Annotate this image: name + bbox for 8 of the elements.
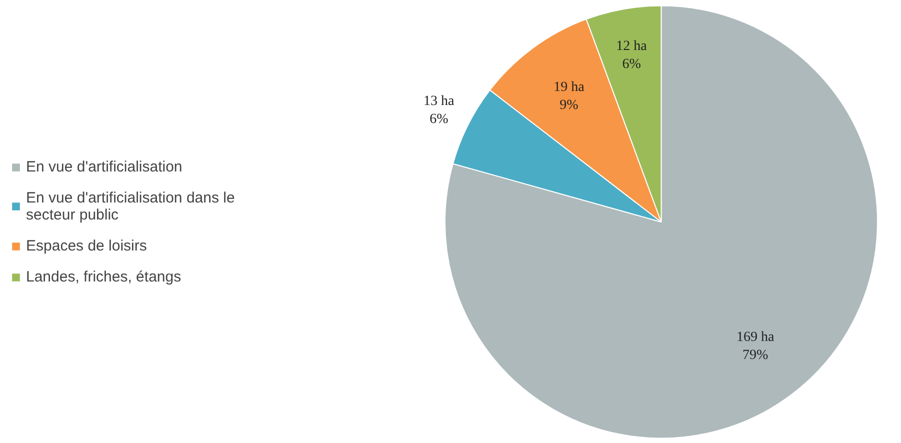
- legend-label: Espaces de loisirs: [26, 237, 147, 254]
- data-label: 169 ha 79%: [736, 330, 775, 363]
- data-label: 13 ha 6%: [424, 94, 456, 127]
- data-label: 19 ha 9%: [554, 80, 586, 113]
- legend-label: En vue d'artificialisation dans le secteur public: [26, 189, 235, 223]
- legend-label: Landes, friches, étangs: [26, 268, 182, 285]
- legend-label: En vue d'artificialisation: [26, 158, 182, 175]
- data-label: 12 ha 6%: [616, 39, 648, 72]
